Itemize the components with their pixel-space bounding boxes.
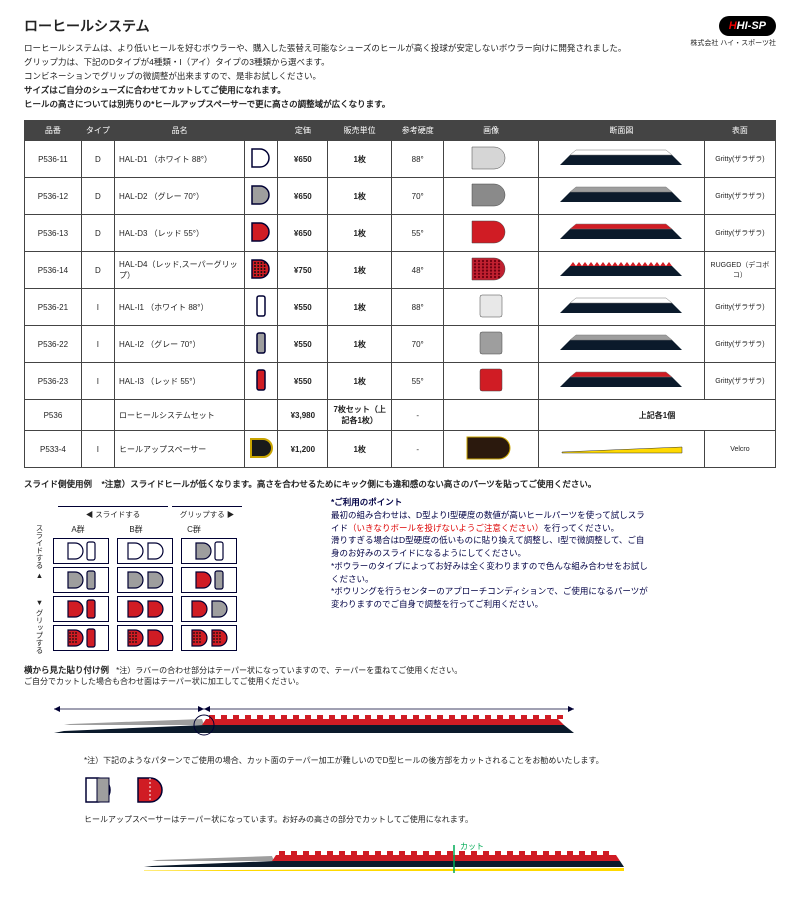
usage-title: スライド側使用例 bbox=[24, 479, 92, 489]
combo-visual: ◀ スライドするグリップする ▶スライドする ▲▼ グリップするA群B群C群 bbox=[24, 496, 311, 664]
svg-text:カット: カット bbox=[460, 842, 484, 851]
intro-block: ローヒールシステムは、より低いヒールを好むボウラーや、購入した張替え可能なシュー… bbox=[24, 42, 626, 110]
product-table: 品番タイプ品名定価販売単位参考硬度画像断面図表面 P536-11DHAL-D1 … bbox=[24, 120, 776, 468]
logo-sub: 株式会社 ハイ・スポーツ社 bbox=[690, 38, 776, 48]
usage-points: *ご利用のポイント最初の組み合わせは、D型よりI型硬度の数値が高いヒールパーツを… bbox=[331, 496, 651, 611]
page-title: ローヒールシステム bbox=[24, 16, 626, 36]
brand-logo: HHI-SP bbox=[719, 16, 776, 36]
spacer-note: ヒールアップスペーサーはテーパー状になっています。お好みの高さの部分でカットして… bbox=[84, 814, 776, 825]
logo-block: HHI-SP 株式会社 ハイ・スポーツ社 bbox=[690, 16, 776, 48]
cut-note: *注）下記のようなパターンでご使用の場合、カット面のテーパー加工が難しいのでD型… bbox=[84, 755, 776, 766]
usage-note: *注意）スライドヒールが低くなります。高さを合わせるためにキック側にも違和感のな… bbox=[101, 479, 596, 489]
side-view-block: 横から見た貼り付け例 *注）ラバーの合わせ部分はテーパー状になっていますので、テ… bbox=[24, 664, 776, 877]
